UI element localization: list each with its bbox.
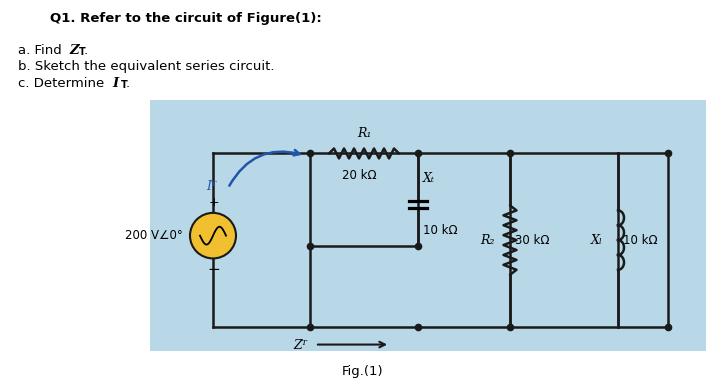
Text: Xₜ: Xₜ: [423, 172, 435, 185]
Text: 10 kΩ: 10 kΩ: [623, 234, 657, 247]
Text: T: T: [79, 46, 86, 56]
Circle shape: [190, 213, 236, 258]
Text: .: .: [126, 77, 130, 90]
Text: 200 V∠0°: 200 V∠0°: [125, 229, 183, 242]
Text: 20 kΩ: 20 kΩ: [342, 169, 377, 182]
Text: Iᵀ: Iᵀ: [206, 180, 216, 193]
Text: .: .: [84, 43, 88, 56]
Text: −: −: [207, 263, 220, 277]
Text: Xₗ: Xₗ: [591, 234, 603, 247]
Text: Q1. Refer to the circuit of Figure(1):: Q1. Refer to the circuit of Figure(1):: [50, 12, 322, 25]
Text: Fig.(1): Fig.(1): [342, 365, 384, 378]
Text: Z: Z: [69, 43, 78, 56]
Text: T: T: [121, 80, 127, 90]
Text: Zᵀ: Zᵀ: [293, 339, 307, 352]
Text: b. Sketch the equivalent series circuit.: b. Sketch the equivalent series circuit.: [18, 61, 274, 74]
FancyBboxPatch shape: [150, 100, 706, 352]
Text: c. Determine: c. Determine: [18, 77, 109, 90]
Text: I: I: [112, 77, 118, 90]
Text: +: +: [209, 196, 220, 209]
Text: a. Find: a. Find: [18, 43, 66, 56]
Text: R₂: R₂: [481, 234, 495, 247]
Text: R₁: R₁: [357, 126, 372, 139]
Text: 10 kΩ: 10 kΩ: [423, 224, 458, 237]
Text: 30 kΩ: 30 kΩ: [515, 234, 549, 247]
